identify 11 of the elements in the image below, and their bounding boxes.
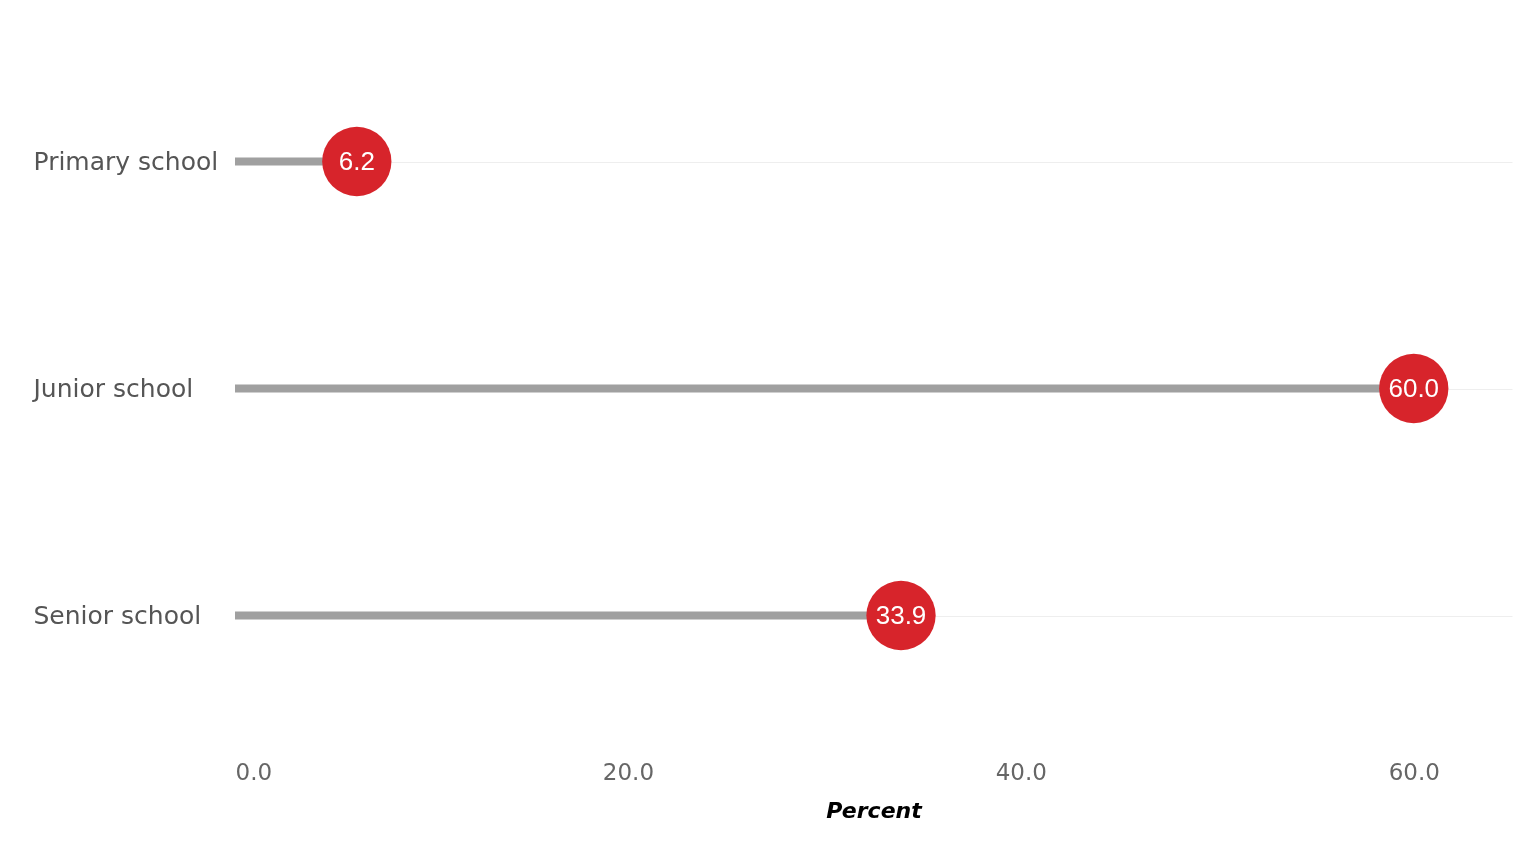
- y-tick-label: Junior school: [31, 374, 194, 403]
- x-tick-label: 60.0: [1388, 758, 1440, 785]
- x-axis-title: Percent: [826, 797, 924, 823]
- x-tick-label: 0.0: [235, 758, 273, 785]
- data-label: 33.9: [875, 599, 927, 630]
- y-tick-label: Primary school: [33, 147, 219, 176]
- x-tick-label: 20.0: [602, 758, 655, 785]
- x-tick-label: 40.0: [995, 758, 1047, 785]
- data-label: 6.2: [338, 145, 375, 176]
- y-tick-label: Senior school: [33, 601, 202, 630]
- data-label: 60.0: [1388, 372, 1440, 403]
